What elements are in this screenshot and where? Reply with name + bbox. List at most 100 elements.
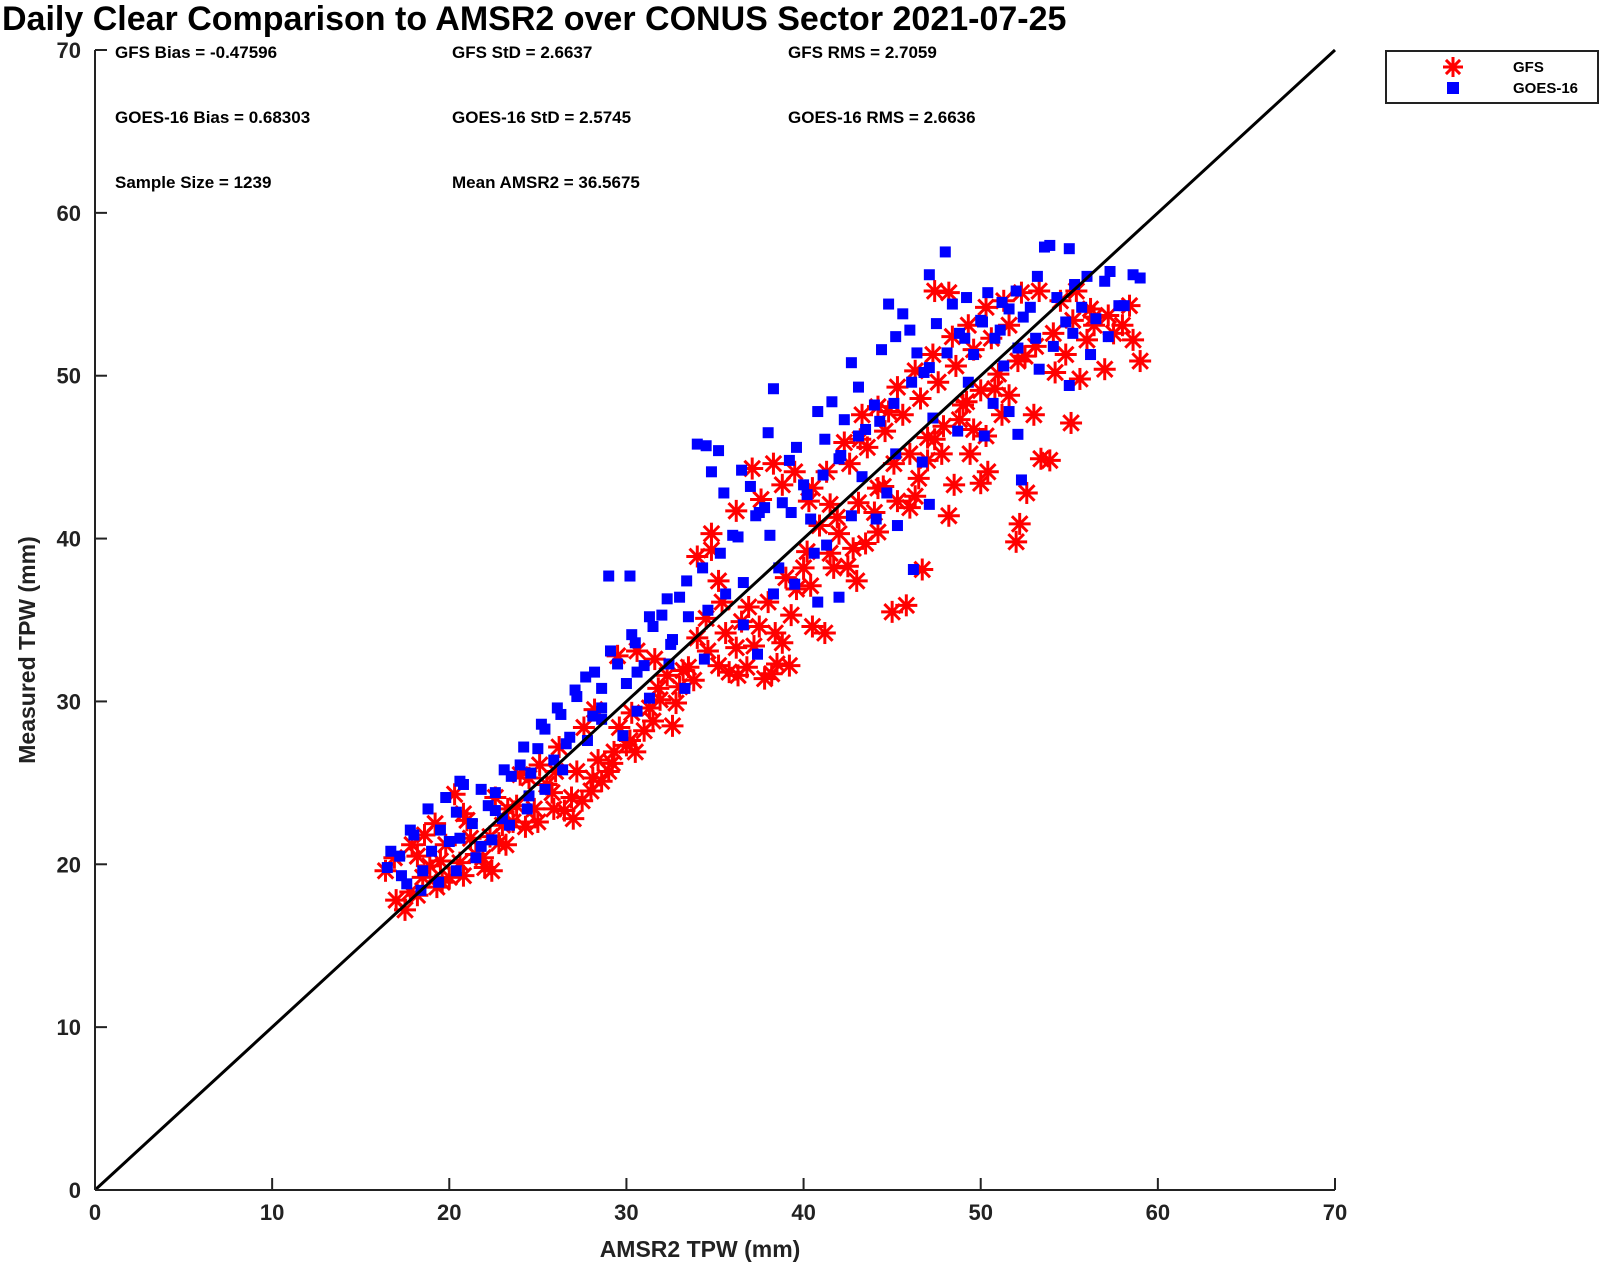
- point-goes-16: [475, 840, 487, 852]
- point-gfs: [642, 709, 664, 732]
- point-goes-16: [789, 578, 801, 590]
- point-goes-16: [750, 510, 762, 522]
- point-goes-16: [737, 577, 749, 589]
- point-goes-16: [1012, 342, 1024, 354]
- point-gfs: [1111, 314, 1134, 337]
- point-goes-16: [505, 770, 517, 782]
- point-goes-16: [385, 845, 397, 857]
- point-goes-16: [776, 497, 788, 509]
- point-goes-16: [638, 660, 650, 672]
- point-goes-16: [450, 865, 462, 877]
- point-goes-16: [596, 682, 608, 694]
- point-goes-16: [732, 531, 744, 543]
- point-gfs: [907, 467, 930, 490]
- point-goes-16: [798, 479, 810, 491]
- point-gfs: [700, 522, 723, 545]
- point-goes-16: [1063, 243, 1075, 255]
- point-goes-16: [426, 845, 438, 857]
- point-gfs: [661, 714, 684, 737]
- point-goes-16: [691, 438, 703, 450]
- point-gfs: [898, 442, 921, 465]
- point-goes-16: [504, 819, 516, 831]
- point-gfs: [976, 460, 999, 483]
- point-gfs: [714, 622, 737, 645]
- point-gfs: [836, 555, 859, 578]
- point-goes-16: [736, 464, 748, 476]
- point-goes-16: [987, 397, 999, 409]
- stat-text: GOES-16 Bias = 0.68303: [115, 108, 310, 127]
- point-goes-16: [702, 604, 714, 616]
- point-goes-16: [682, 611, 694, 623]
- point-goes-16: [470, 852, 482, 864]
- point-goes-16: [612, 658, 624, 670]
- x-tick-label: 20: [437, 1200, 461, 1225]
- point-goes-16: [989, 332, 1001, 344]
- point-goes-16: [569, 684, 581, 696]
- legend-marker-goes-16: [1447, 82, 1459, 94]
- point-goes-16: [868, 399, 880, 411]
- y-tick-label: 20: [57, 852, 81, 877]
- point-goes-16: [629, 637, 641, 649]
- point-goes-16: [698, 653, 710, 665]
- point-gfs: [845, 569, 868, 592]
- point-goes-16: [539, 783, 551, 795]
- stat-text: GFS Bias = -0.47596: [115, 43, 277, 62]
- point-goes-16: [785, 507, 797, 519]
- point-goes-16: [961, 292, 973, 304]
- point-goes-16: [870, 513, 882, 525]
- point-goes-16: [482, 800, 494, 812]
- point-goes-16: [489, 805, 501, 817]
- point-goes-16: [697, 562, 709, 574]
- point-goes-16: [856, 471, 868, 483]
- point-goes-16: [759, 502, 771, 514]
- point-goes-16: [998, 360, 1010, 372]
- point-goes-16: [790, 441, 802, 453]
- point-gfs: [904, 485, 927, 508]
- point-goes-16: [923, 498, 935, 510]
- point-goes-16: [551, 702, 563, 714]
- point-goes-16: [656, 609, 668, 621]
- point-gfs: [1044, 361, 1067, 384]
- stat-text: GOES-16 StD = 2.5745: [452, 108, 631, 127]
- point-goes-16: [852, 381, 864, 393]
- point-gfs: [514, 815, 537, 838]
- point-goes-16: [434, 824, 446, 836]
- point-goes-16: [589, 666, 601, 678]
- point-gfs: [921, 343, 944, 366]
- point-goes-16: [930, 318, 942, 330]
- point-goes-16: [939, 246, 951, 258]
- point-gfs: [975, 296, 998, 319]
- point-goes-16: [1051, 292, 1063, 304]
- stat-text: Sample Size = 1239: [115, 173, 271, 192]
- point-goes-16: [1069, 279, 1081, 291]
- y-tick-label: 70: [57, 38, 81, 63]
- point-goes-16: [833, 591, 845, 603]
- point-gfs: [1060, 411, 1083, 434]
- x-tick-label: 50: [968, 1200, 992, 1225]
- point-gfs: [725, 499, 748, 522]
- point-goes-16: [548, 754, 560, 766]
- point-goes-16: [466, 818, 478, 830]
- point-goes-16: [498, 764, 510, 776]
- point-goes-16: [1047, 340, 1059, 352]
- point-goes-16: [1003, 303, 1015, 315]
- point-gfs: [886, 376, 909, 399]
- point-gfs: [813, 622, 836, 645]
- point-gfs: [1038, 449, 1061, 472]
- point-goes-16: [906, 376, 918, 388]
- point-goes-16: [812, 596, 824, 608]
- point-gfs: [562, 807, 585, 830]
- point-gfs: [930, 442, 953, 465]
- point-gfs: [725, 636, 748, 659]
- point-gfs: [633, 719, 656, 742]
- point-goes-16: [923, 362, 935, 374]
- point-goes-16: [1067, 327, 1079, 339]
- point-goes-16: [647, 621, 659, 633]
- x-tick-label: 30: [614, 1200, 638, 1225]
- point-gfs: [1022, 403, 1045, 426]
- point-goes-16: [994, 324, 1006, 336]
- x-tick-label: 10: [260, 1200, 284, 1225]
- point-goes-16: [808, 547, 820, 559]
- point-goes-16: [532, 743, 544, 755]
- point-goes-16: [959, 332, 971, 344]
